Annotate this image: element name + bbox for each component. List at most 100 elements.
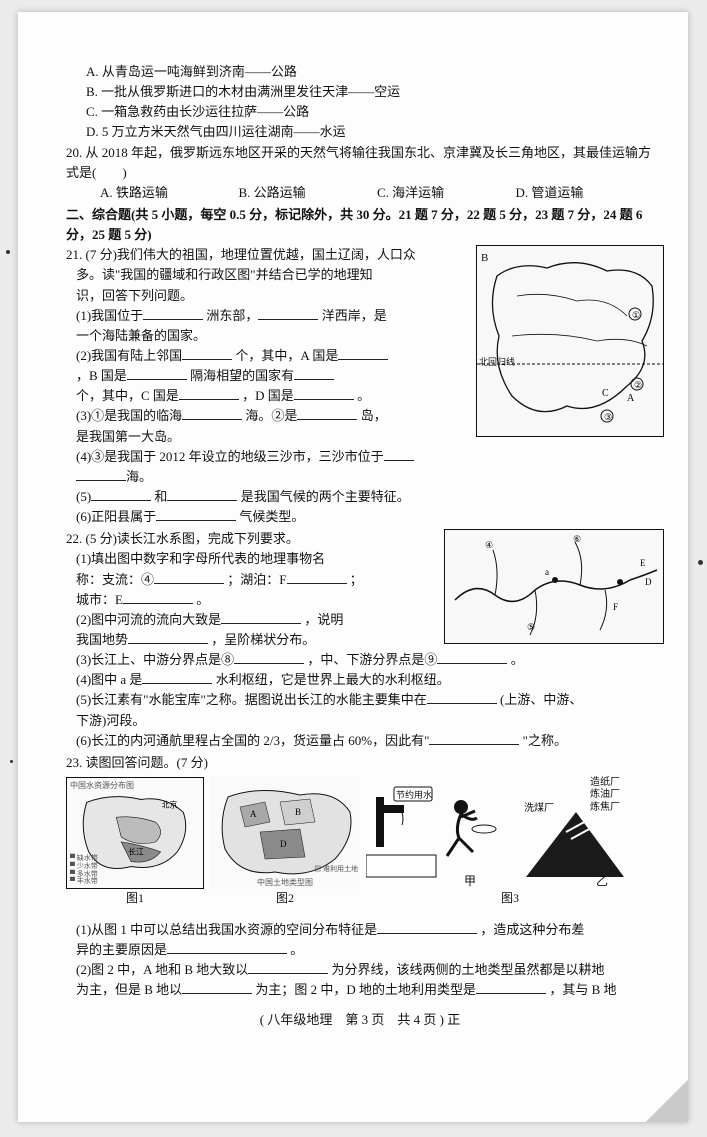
fig3-t4: 洗煤厂 (524, 801, 554, 817)
fig3-sign: 节约用水 (396, 789, 432, 803)
q21-p4b: 海。 (126, 469, 152, 484)
scan-speck (698, 560, 703, 565)
q23-p2b: 为分界线，该线两侧的土地类型虽然都是以耕地 (332, 962, 605, 977)
q22-p2c: 我国地势 (76, 632, 128, 647)
fig3-jia: 甲 (464, 872, 476, 891)
q23-p2l1: (2)图 2 中，A 地和 B 地大致以 为分界线，该线两侧的土地类型虽然都是以… (66, 960, 654, 980)
q22-p5l1: (5)长江素有"水能宝库"之称。据图说出长江的水能主要集中在 (上游、中游、 (66, 690, 654, 710)
page-curl (646, 1080, 688, 1122)
q22-p1e: 城市：E (76, 592, 123, 607)
q19-opt-b: B. 一批从俄罗斯进口的木材由满洲里发往天津——空运 (66, 82, 654, 102)
q23-figure-row: 中国水资源分布图 北京 长江 ▀ 缺水带 ▀ 少水带 ▀ 多水带 ▀ 丰水带 图… (66, 777, 654, 908)
svg-text:E: E (640, 558, 646, 568)
svg-text:②: ② (634, 380, 642, 390)
fig2-title: 中国土地类型图 (210, 877, 360, 889)
q22-p5a: (5)长江素有"水能宝库"之称。据图说出长江的水能主要集中在 (76, 692, 427, 707)
q23-fig2: A B D ▨ 难利用土地 中国土地类型图 图2 (210, 777, 360, 908)
q20-opt-c: C. 海洋运输 (377, 183, 516, 203)
q22-p4: (4)图中 a 是 水利枢纽，它是世界上最大的水利枢纽。 (66, 670, 654, 690)
svg-text:④: ④ (485, 540, 493, 550)
q20-opt-a: A. 铁路运输 (100, 183, 239, 203)
q22-p3: (3)长江上、中游分界点是⑧ ，中、下游分界点是⑨ 。 (66, 650, 654, 670)
svg-text:C: C (602, 388, 609, 399)
q22-p2d: ，呈阶梯状分布。 (211, 632, 315, 647)
fig2-caption: 图2 (210, 889, 360, 908)
q22-p5c: 下游)河段。 (66, 711, 654, 731)
q23-p2e: ，其与 B 地 (549, 982, 616, 997)
q22-p4b: 水利枢纽，它是世界上最大的水利枢纽。 (216, 672, 450, 687)
q23-p2l2: 为主，但是 B 地以 为主；图 2 中，D 地的土地利用类型是 ，其与 B 地 (66, 980, 654, 1000)
svg-text:③: ③ (604, 412, 612, 422)
fig3-yi: 乙 (596, 872, 608, 891)
q22-p1d: ； (350, 572, 363, 587)
q21-p4l2: 海。 (66, 467, 654, 487)
q20-opt-d: D. 管道运输 (516, 183, 655, 203)
q23-p1c: 异的主要原因是 (76, 942, 167, 957)
q21-p2b: 个，其中，A 国是 (235, 348, 338, 363)
scan-speck (6, 250, 10, 254)
svg-text:a: a (545, 567, 549, 577)
q21-p4a: (4)③是我国于 2012 年设立的地级三沙市，三沙市位于 (76, 449, 384, 464)
q23-p2d: 为主；图 2 中，D 地的土地利用类型是 (255, 982, 476, 997)
q21-p3a: (3)①是我国的临海 (76, 408, 182, 423)
q21-map-tropic: 北回归线 (479, 356, 515, 370)
svg-text:①: ① (632, 310, 640, 320)
q22-map: ④ F E a ⑤ ⑥ D (444, 529, 664, 644)
svg-text:⑤: ⑤ (527, 622, 535, 632)
q22-p1c: ；湖泊：F (227, 572, 286, 587)
q22-p2a: (2)图中河流的流向大致是 (76, 612, 221, 627)
q22-p5b: (上游、中游、 (500, 692, 582, 707)
svg-text:长江: 长江 (128, 847, 144, 857)
q23-p2a: (2)图 2 中，A 地和 B 地大致以 (76, 962, 248, 977)
q21-p4l1: (4)③是我国于 2012 年设立的地级三沙市，三沙市位于 (66, 447, 654, 467)
svg-text:A: A (627, 393, 635, 404)
q21-p5a: (5) (76, 489, 91, 504)
q21-p6: (6)正阳县属于 气候类型。 (66, 507, 654, 527)
q21-p2g: 。 (357, 388, 370, 403)
q21-p3c: 岛， (361, 408, 387, 423)
q22-p3b: ，中、下游分界点是⑨ (307, 652, 437, 667)
q21-p3b: 海。②是 (245, 408, 297, 423)
q21-p2f: ，D 国是 (242, 388, 294, 403)
q21-p1a: (1)我国位于 (76, 308, 143, 323)
q23-p1l1: (1)从图 1 中可以总结出我国水资源的空间分布特征是 ，造成这种分布差 (66, 920, 654, 940)
q21-map-label-b: B (481, 250, 488, 267)
q21-map: ① ② ③ A C B 北回归线 (476, 245, 664, 437)
q22-p2b: ，说明 (304, 612, 343, 627)
q21-p2e: 个，其中，C 国是 (76, 388, 179, 403)
scan-speck (10, 760, 13, 763)
q21-p5b: 和 (154, 489, 167, 504)
q23-stem: 23. 读图回答问题。(7 分) (66, 753, 654, 773)
q20-opt-b: B. 公路运输 (239, 183, 378, 203)
fig3-factories: 造纸厂 炼油厂 炼焦厂 (590, 777, 620, 815)
q22-p3c: 。 (511, 652, 524, 667)
q23-p1l2: 异的主要原因是 。 (66, 940, 654, 960)
q19-opt-a: A. 从青岛运一吨海鲜到济南——公路 (66, 62, 654, 82)
section-2-header: 二、综合题(共 5 小题，每空 0.5 分，标记除外，共 30 分。21 题 7… (66, 205, 654, 245)
q22-p6b: "之称。 (523, 733, 567, 748)
q23-fig3: 节约用水 造纸厂 炼油厂 炼焦厂 洗煤厂 甲 乙 图3 (366, 777, 654, 908)
q19-opt-d: D. 5 万立方米天然气由四川运往湖南——水运 (66, 122, 654, 142)
q20-stem: 20. 从 2018 年起，俄罗斯远东地区开采的天然气将输往我国东北、京津冀及长… (66, 143, 654, 183)
q22-p1b: 称：支流：④ (76, 572, 154, 587)
svg-text:⑥: ⑥ (573, 534, 581, 544)
fig2-legend: ▨ 难利用土地 (314, 864, 358, 875)
fig1-legend: ▀ 缺水带 ▀ 少水带 ▀ 多水带 ▀ 丰水带 (70, 855, 98, 886)
fig1-title: 中国水资源分布图 (70, 780, 134, 792)
q23-fig1: 中国水资源分布图 北京 长江 ▀ 缺水带 ▀ 少水带 ▀ 多水带 ▀ 丰水带 图… (66, 777, 204, 908)
svg-text:A: A (250, 809, 257, 819)
q22-p6: (6)长江的内河通航里程占全国的 2/3，货运量占 60%，因此有" "之称。 (66, 731, 654, 751)
q21-p6a: (6)正阳县属于 (76, 509, 156, 524)
q23-p1d: 。 (290, 942, 303, 957)
q21-block: ① ② ③ A C B 北回归线 21. (7 分)我们伟大的祖国，地理位置优越… (66, 245, 654, 527)
q22-p6a: (6)长江的内河通航里程占全国的 2/3，货运量占 60%，因此有" (76, 733, 429, 748)
q21-p1c: 洋西岸，是 (322, 308, 387, 323)
svg-text:D: D (645, 577, 652, 587)
q23-p1a: (1)从图 1 中可以总结出我国水资源的空间分布特征是 (76, 922, 377, 937)
fig3-caption: 图3 (366, 889, 654, 908)
page-footer: ( 八年级地理 第 3 页 共 4 页 ) 正 (66, 1010, 654, 1030)
q21-p5c: 是我国气候的两个主要特征。 (241, 489, 410, 504)
svg-text:B: B (295, 807, 301, 817)
exam-page: A. 从青岛运一吨海鲜到济南——公路 B. 一批从俄罗斯进口的木材由满洲里发往天… (18, 12, 688, 1122)
q22-p3a: (3)长江上、中游分界点是⑧ (76, 652, 234, 667)
